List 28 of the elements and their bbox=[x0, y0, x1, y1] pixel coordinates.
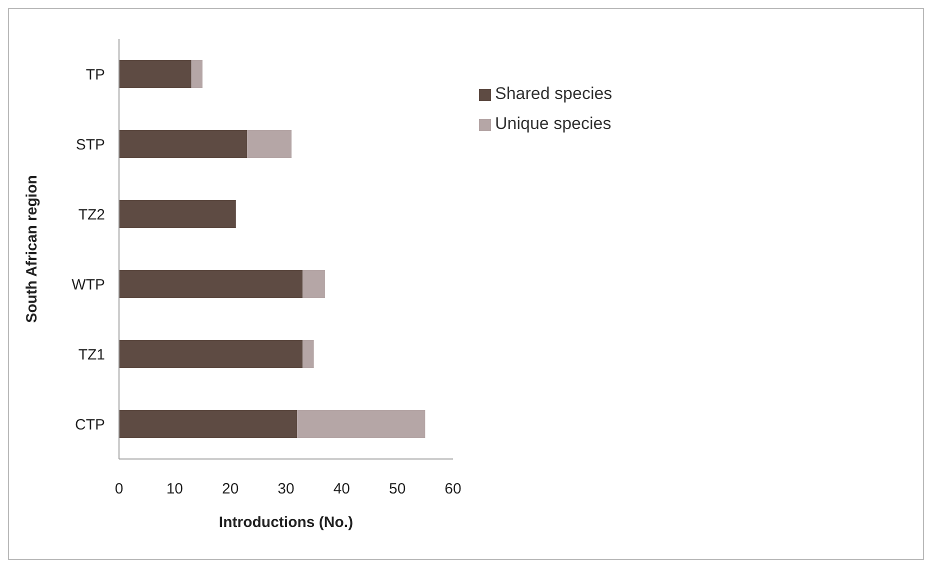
x-tick-label: 40 bbox=[333, 480, 350, 498]
y-tick-label: TZ1 bbox=[78, 346, 105, 364]
bar bbox=[119, 270, 303, 298]
bar bbox=[119, 60, 192, 88]
x-tick-label: 60 bbox=[444, 480, 462, 498]
bar bbox=[119, 410, 298, 438]
bar bbox=[191, 60, 202, 88]
legend-label: Unique species bbox=[495, 114, 612, 133]
legend-label: Shared species bbox=[495, 84, 612, 103]
x-tick-label: 20 bbox=[222, 480, 239, 498]
bar bbox=[119, 130, 248, 158]
x-tick-label: 0 bbox=[114, 480, 124, 498]
bar bbox=[119, 200, 236, 228]
y-axis-title: South African region bbox=[23, 175, 40, 323]
x-tick-label: 30 bbox=[278, 480, 294, 498]
y-tick-label: STP bbox=[76, 136, 105, 154]
y-tick-label: TP bbox=[86, 66, 105, 84]
bar bbox=[247, 130, 292, 158]
y-tick-label: WTP bbox=[72, 276, 105, 294]
bar bbox=[297, 410, 426, 438]
bar bbox=[302, 270, 325, 298]
y-tick-label: CTP bbox=[75, 416, 105, 434]
y-tick-label: TZ2 bbox=[78, 206, 105, 224]
x-axis-title: Introductions (No.) bbox=[218, 514, 354, 531]
bar bbox=[119, 340, 303, 368]
x-tick-label: 50 bbox=[388, 480, 406, 498]
bar bbox=[302, 340, 314, 368]
x-tick-label: 10 bbox=[166, 480, 184, 498]
